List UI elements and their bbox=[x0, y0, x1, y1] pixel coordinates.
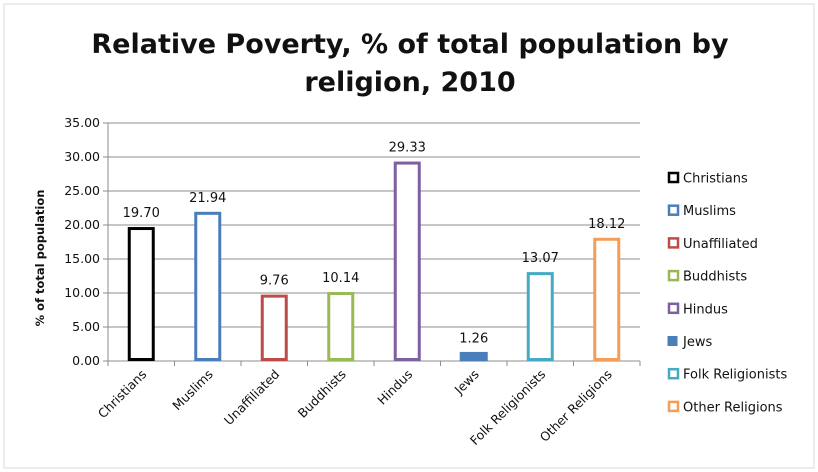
legend-swatch bbox=[667, 367, 680, 380]
y-axis-label: % of total population bbox=[33, 190, 47, 327]
legend-entry: Muslims bbox=[683, 204, 736, 219]
bar-muslims bbox=[194, 211, 222, 361]
bar-jews bbox=[459, 351, 488, 362]
legend-swatch bbox=[667, 171, 680, 184]
legend-swatch bbox=[667, 237, 680, 249]
y-tick-label: 5.00 bbox=[72, 319, 100, 334]
bar-hindus bbox=[393, 161, 421, 361]
y-tick-label: 25.00 bbox=[64, 183, 100, 198]
y-tick-label: 20.00 bbox=[64, 217, 100, 232]
bars bbox=[127, 161, 621, 362]
legend: Christians Muslims Unaffiliated Buddhists Hi… bbox=[667, 171, 787, 415]
legend-swatch bbox=[667, 269, 680, 282]
y-tick-label: 35.00 bbox=[64, 115, 100, 130]
legend-entry: Buddhists bbox=[683, 270, 747, 285]
bar-folk-religionists bbox=[526, 272, 554, 361]
data-label: 29.33 bbox=[389, 141, 426, 156]
legend-entry: Other Religions bbox=[683, 400, 783, 415]
data-label: 18.12 bbox=[588, 217, 625, 232]
bar-christians bbox=[127, 227, 155, 361]
legend-entry: Folk Religionists bbox=[683, 368, 787, 383]
y-tick-label: 30.00 bbox=[64, 149, 100, 164]
legend-swatch bbox=[667, 336, 678, 346]
legend-swatch bbox=[667, 302, 680, 315]
data-label: 9.76 bbox=[260, 274, 289, 289]
data-label: 10.14 bbox=[322, 271, 359, 286]
legend-swatch bbox=[667, 400, 680, 413]
bar-unaffiliated bbox=[260, 294, 288, 361]
bar-buddhists bbox=[327, 292, 355, 362]
data-label: 19.70 bbox=[123, 206, 160, 221]
chart-title-line-2: religion, 2010 bbox=[304, 67, 515, 98]
chart-title-line-1: Relative Poverty, % of total population … bbox=[91, 29, 729, 60]
data-label: 13.07 bbox=[522, 251, 559, 266]
legend-entry: Jews bbox=[682, 335, 712, 350]
y-axis-ticks: 0.00 5.00 10.00 15.00 20.00 25.00 30.00 35.00 bbox=[64, 115, 100, 368]
y-tick-label: 10.00 bbox=[64, 285, 100, 300]
y-tick-label: 0.00 bbox=[72, 353, 100, 368]
legend-entry: Unaffiliated bbox=[683, 237, 758, 252]
legend-entry: Hindus bbox=[683, 302, 728, 317]
data-label: 21.94 bbox=[189, 191, 226, 206]
y-tick-label: 15.00 bbox=[64, 251, 100, 266]
legend-swatch bbox=[667, 204, 680, 216]
data-labels: 19.70 21.94 9.76 10.14 29.33 1.26 13.07 18.12 bbox=[123, 141, 626, 347]
legend-entry: Christians bbox=[683, 172, 748, 187]
bar-other-religions bbox=[593, 237, 621, 361]
data-label: 1.26 bbox=[459, 331, 488, 346]
